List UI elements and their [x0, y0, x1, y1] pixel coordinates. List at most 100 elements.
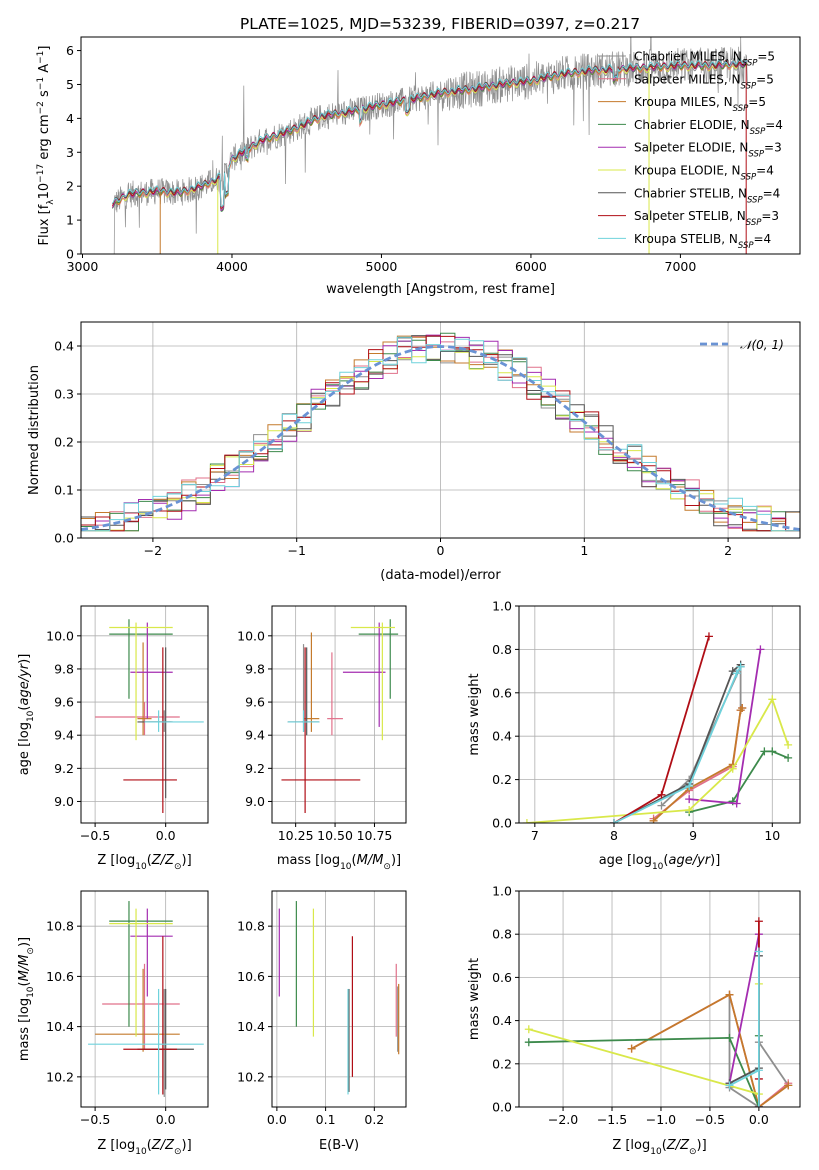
- tick-label-x: 7000: [665, 259, 697, 274]
- tick-label-y: 10.0: [46, 628, 74, 643]
- weight-marker: [784, 753, 793, 762]
- tick-label-x: −1.0: [646, 1112, 676, 1127]
- tick-label-x: 3000: [67, 259, 99, 274]
- age-vs-z-ylabel: age [log10(age/yr)]: [17, 654, 36, 776]
- figure-title: PLATE=1025, MJD=53239, FIBERID=0397, z=0…: [240, 15, 640, 33]
- massweight_vs_age-lines: [522, 632, 793, 823]
- legend-label: Salpeter MILES, NSSP=5: [634, 72, 774, 91]
- tick-label-y: 10.6: [237, 969, 265, 984]
- legend-label: Salpeter STELIB, NSSP=3: [634, 209, 779, 228]
- weight-marker: [754, 1066, 763, 1075]
- weight-marker: [754, 947, 763, 956]
- mass_vs_Z-axes: −0.5 0.0 10.2 10.4 10.6 10.8 Z [log10(Z/Z⊙)] ma…: [17, 891, 208, 1157]
- tick-label-y: 2: [66, 179, 74, 194]
- tick-label-y: 5: [66, 77, 74, 92]
- weight-marker: [725, 1033, 734, 1042]
- gaussian-curve: [81, 345, 800, 531]
- tick-label-y: 10.2: [237, 1069, 265, 1084]
- tick-label-x: 0.0: [156, 828, 176, 843]
- spectrum-xlabel: wavelength [Angstrom, rest frame]: [326, 282, 555, 297]
- tick-label-y: 9.4: [54, 728, 74, 743]
- tick-label-x: 8: [610, 828, 618, 843]
- weight-marker: [524, 1038, 533, 1047]
- tick-label-x: 2: [724, 543, 732, 558]
- age-vs-mass-xlabel: mass [log10(M/M⊙)]: [277, 853, 401, 872]
- tick-label-y: 0.8: [492, 642, 512, 657]
- tick-label-y: 0.3: [54, 387, 74, 402]
- histogram-steps: [81, 332, 800, 532]
- tick-label-y: 0.0: [54, 531, 74, 546]
- mass-vs-ebv-xlabel: E(B-V): [319, 1138, 359, 1153]
- weight-marker: [754, 1103, 763, 1107]
- residual-axes: −2 −1 0 1 2 0.0 0.1 0.2 0.3 0.4 (data-model)/error…: [27, 322, 800, 583]
- age_vs_Z-axes: −0.5 0.0 9.0 9.2 9.4 9.6 9.8 10.0 Z [log10(Z/Z⊙)…: [17, 606, 208, 872]
- tick-label-x: 10.50: [317, 828, 353, 843]
- weight-marker: [657, 790, 666, 799]
- tick-label-y: 10.6: [46, 969, 74, 984]
- weight-line-kroupa-miles: [631, 993, 789, 1107]
- weight-marker: [732, 669, 741, 678]
- tick-label-y: 9.8: [245, 661, 265, 676]
- mass-vs-z-xlabel: Z [log10(Z/Z⊙)]: [97, 1138, 191, 1157]
- tick-label-x: 4000: [216, 259, 248, 274]
- weight-line-chabrier-stelib: [613, 663, 742, 823]
- weight-marker: [738, 703, 747, 712]
- weight-marker: [725, 1081, 734, 1090]
- tick-label-y: 10.8: [237, 919, 265, 934]
- mass_vs_Z-frame: [80, 890, 209, 1108]
- tick-label-y: 0.1: [54, 483, 74, 498]
- tick-label-x: 10.25: [278, 828, 314, 843]
- massweight_vs_Z-ylabel: mass weight: [467, 958, 482, 1040]
- tick-label-y: 0.4: [492, 1013, 512, 1028]
- spectrum-frame: [80, 36, 801, 255]
- tick-label-x: 0.0: [267, 1112, 287, 1127]
- massweight_vs_age-axes: 7 8 9 10 0.0 0.2 0.4 0.6 0.8 1.0 mass weight age [l…: [467, 599, 800, 872]
- mass_vs_Z-errorbars: [88, 901, 204, 1097]
- tick-label-y: 10.4: [237, 1019, 265, 1034]
- tick-label-y: 9.2: [245, 761, 265, 776]
- weight-marker: [784, 1081, 793, 1090]
- tick-label-x: 5000: [366, 259, 398, 274]
- massweight_vs_Z-frame: [518, 890, 801, 1108]
- weight-marker: [754, 917, 763, 926]
- tick-label-y: 0.0: [492, 1100, 512, 1115]
- panels: 3000 4000 5000 6000 7000 0 1 2 3 4 5 6 wavelength [A…: [17, 36, 801, 1157]
- tick-label-y: 0.2: [492, 772, 512, 787]
- tick-label-y: 10.4: [46, 1019, 74, 1034]
- weight-marker: [657, 801, 666, 810]
- tick-label-x: 10: [764, 828, 780, 843]
- age_vs_mass-errorbars: [281, 619, 399, 814]
- legend-label: Kroupa STELIB, NSSP=4: [634, 232, 771, 251]
- weight-marker: [609, 819, 618, 823]
- legend-label: Kroupa MILES, NSSP=5: [634, 95, 766, 114]
- age_vs_Z-frame: [80, 605, 209, 824]
- tick-label-y: 9.2: [54, 761, 74, 776]
- massweight_vs_age-frame: [518, 605, 801, 824]
- tick-label-y: 0.4: [54, 339, 74, 354]
- weight-marker: [725, 990, 734, 999]
- massweight-vs-age-xlabel: age [log10(age/yr)]: [599, 853, 721, 872]
- tick-label-x: 1: [580, 543, 588, 558]
- tick-label-y: 0.8: [492, 927, 512, 942]
- age_vs_mass-frame: [271, 605, 407, 824]
- tick-label-x: 6000: [515, 259, 547, 274]
- tick-label-x: −0.5: [80, 828, 110, 843]
- tick-label-x: −1.5: [597, 1112, 627, 1127]
- weight-marker: [685, 795, 694, 804]
- tick-label-y: 9.0: [54, 794, 74, 809]
- weight-marker: [736, 662, 745, 671]
- tick-label-y: 9.4: [245, 728, 265, 743]
- tick-label-x: 10.75: [357, 828, 393, 843]
- massweight_vs_age-ylabel: mass weight: [467, 673, 482, 755]
- tick-label-y: 1.0: [492, 884, 512, 899]
- weight-marker: [524, 1025, 533, 1034]
- tick-label-x: 0: [437, 543, 445, 558]
- tick-label-x: −1: [287, 543, 305, 558]
- tick-label-y: 0.6: [492, 970, 512, 985]
- tick-label-y: 9.6: [245, 695, 265, 710]
- tick-label-x: 0.1: [316, 1112, 336, 1127]
- mass_vs_EBV-axes: 0.0 0.1 0.2 10.2 10.4 10.6 10.8 E(B-V): [237, 891, 406, 1153]
- spectrum-legend: Chabrier MILES, NSSP=5 Salpeter MILES, NS…: [598, 50, 783, 251]
- weight-marker: [784, 740, 793, 749]
